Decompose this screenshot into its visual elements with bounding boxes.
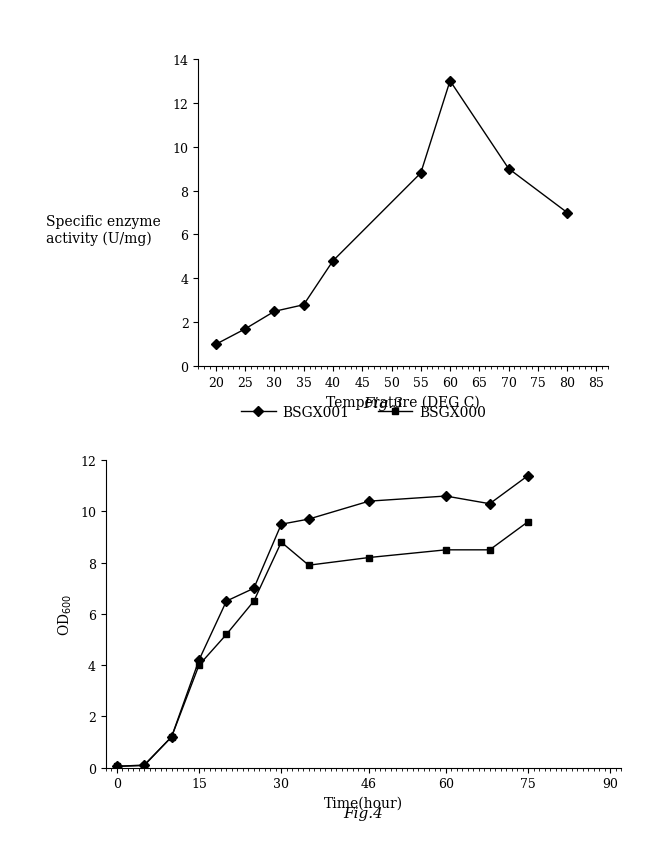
BSGX000 (365, 553, 373, 563)
BSGX000 (195, 660, 203, 670)
BSGX000 (305, 560, 313, 571)
X-axis label: Temperature (DEG C): Temperature (DEG C) (327, 395, 480, 409)
BSGX000 (442, 545, 449, 555)
X-axis label: Time(hour): Time(hour) (324, 796, 403, 810)
Line: BSGX000: BSGX000 (113, 519, 531, 770)
BSGX001 (305, 514, 313, 525)
Text: Fig.3: Fig.3 (364, 397, 403, 410)
BSGX001 (442, 491, 449, 502)
BSGX000 (278, 537, 286, 548)
Legend: BSGX001, BSGX000: BSGX001, BSGX000 (235, 400, 492, 425)
BSGX001 (524, 471, 532, 481)
BSGX001 (250, 583, 258, 594)
BSGX001 (223, 596, 231, 606)
BSGX001 (486, 499, 494, 509)
BSGX000 (140, 761, 148, 771)
Line: BSGX001: BSGX001 (113, 473, 531, 770)
BSGX001 (365, 496, 373, 507)
BSGX000 (113, 761, 121, 771)
Y-axis label: OD$_{600}$: OD$_{600}$ (57, 593, 75, 635)
BSGX000 (486, 545, 494, 555)
BSGX000 (250, 596, 258, 606)
BSGX001 (278, 519, 286, 530)
Text: Fig.4: Fig.4 (344, 806, 383, 820)
BSGX001 (140, 760, 148, 770)
BSGX001 (195, 655, 203, 665)
Text: Specific enzyme
activity (U/mg): Specific enzyme activity (U/mg) (46, 215, 161, 246)
BSGX000 (524, 517, 532, 527)
BSGX000 (168, 732, 176, 742)
BSGX001 (113, 761, 121, 771)
BSGX000 (223, 630, 231, 640)
BSGX001 (168, 732, 176, 742)
